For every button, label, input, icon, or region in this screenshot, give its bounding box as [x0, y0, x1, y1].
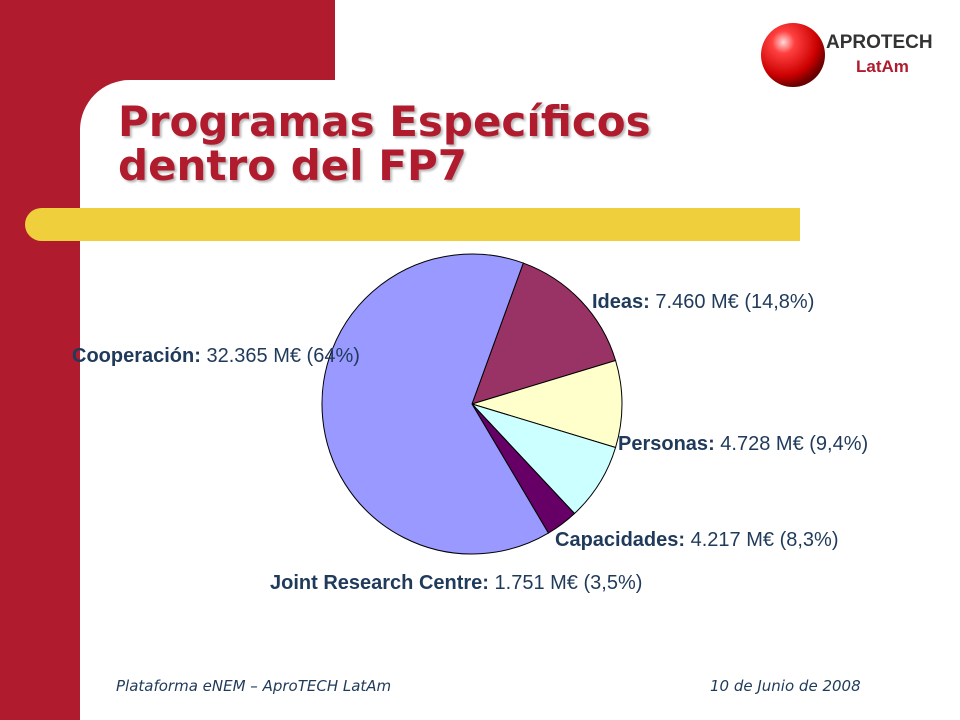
title-underline-bar — [25, 208, 800, 241]
footer-right: 10 de Junio de 2008 — [710, 677, 861, 695]
label-joint-research-centre: Joint Research Centre: 1.751 M€ (3,5%) — [270, 572, 643, 594]
label-value: 4.217 M€ (8,3%) — [690, 529, 839, 551]
label-cooperacion: Cooperación: 32.365 M€ (64%) — [72, 345, 360, 367]
logo-text-main: APROTECH — [826, 32, 933, 53]
label-ideas: Ideas: 7.460 M€ (14,8%) — [592, 291, 815, 313]
footer-left: Plataforma eNEM – AproTECH LatAm — [116, 677, 392, 695]
label-value: 4.728 M€ (9,4%) — [720, 433, 869, 455]
label-name: Personas — [618, 433, 709, 455]
aprotech-logo: APROTECH LatAm — [760, 20, 950, 90]
title-line-2: dentro del FP7 — [118, 141, 467, 190]
pie-slice-ideas — [471, 262, 617, 405]
label-value: 32.365 M€ (64%) — [206, 345, 360, 367]
logo-text-sub: LatAm — [856, 57, 909, 76]
title-line-1: Programas Específicos — [118, 97, 651, 146]
label-personas: Personas: 4.728 M€ (9,4%) — [618, 433, 869, 455]
slide-title: Programas Específicos dentro del FP7 — [118, 100, 818, 188]
label-capacidades: Capacidades: 4.217 M€ (8,3%) — [555, 529, 839, 551]
label-value: 7.460 M€ (14,8%) — [655, 291, 815, 313]
label-value: 1.751 M€ (3,5%) — [494, 572, 643, 594]
label-name: Capacidades — [555, 529, 679, 551]
label-name: Ideas — [592, 291, 644, 313]
pie-slice-cooperaci-n — [321, 253, 550, 555]
logo-sphere-icon — [761, 23, 825, 87]
label-name: Joint Research Centre — [270, 572, 483, 594]
label-name: Cooperación — [72, 345, 195, 367]
pie-slice-personas — [470, 359, 623, 449]
